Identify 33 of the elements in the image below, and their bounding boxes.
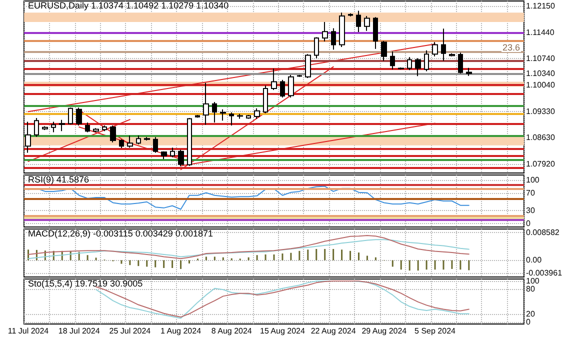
x-tick-label: 5 Sep 2024 xyxy=(414,326,456,336)
y-tick-label: 0 xyxy=(526,317,531,326)
y-tick-label: 0.008582 xyxy=(526,228,560,238)
y-tick-label: 1.10740 xyxy=(526,54,556,64)
x-tick-label: 22 Aug 2024 xyxy=(310,326,356,336)
y-tick-label: 0 xyxy=(526,219,531,228)
x-tick-label: 25 Jul 2024 xyxy=(109,326,152,336)
chart-title: EURUSD,Daily 1.10374 1.10492 1.10279 1.10340 xyxy=(28,0,229,10)
y-tick-label: 1.07920 xyxy=(526,160,556,169)
y-tick-label: 30 xyxy=(526,206,536,216)
y-tick-label: 70 xyxy=(526,188,536,198)
y-tick-label: 0.00 xyxy=(526,256,542,265)
y-tick-label: 1.08630 xyxy=(526,132,556,142)
chart-title: Sto(15,5,4) 19.7519 30.9005 xyxy=(28,278,143,288)
y-tick-label: 1.12150 xyxy=(526,1,556,10)
y-tick-label: 80 xyxy=(526,284,536,294)
y-tick-label: -0.003961 xyxy=(526,268,563,278)
y-tick-label: 1.09330 xyxy=(526,106,556,116)
y-tick-label: 1.11440 xyxy=(526,28,555,37)
chart-title: MACD(12,26,9) -0.003115 0.003429 0.001871 xyxy=(28,228,213,238)
x-tick-label: 1 Aug 2024 xyxy=(160,326,202,336)
x-tick-label: 11 Jul 2024 xyxy=(8,326,50,336)
y-tick-label: 100 xyxy=(526,276,540,286)
y-tick-label: 100 xyxy=(526,176,540,185)
y-tick-label: 1.10040 xyxy=(526,80,556,90)
y-tick-label: 1.10340 xyxy=(526,69,556,78)
x-tick-label: 15 Aug 2024 xyxy=(260,326,306,336)
chart-title: RSI(9) 41.5876 xyxy=(28,174,90,184)
x-tick-label: 18 Jul 2024 xyxy=(58,326,100,336)
x-tick-label: 29 Aug 2024 xyxy=(362,326,408,336)
x-tick-label: 8 Aug 2024 xyxy=(211,326,252,336)
annotation: 23.6 xyxy=(502,42,520,52)
y-tick-label: 20 xyxy=(526,309,536,318)
